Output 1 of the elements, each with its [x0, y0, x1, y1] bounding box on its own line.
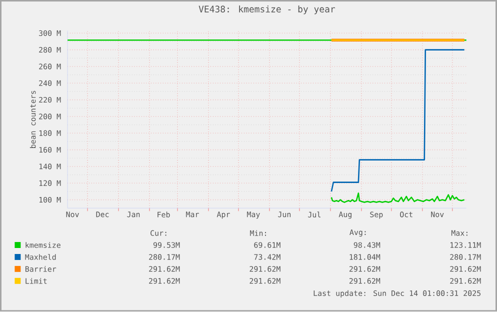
- chart-title: VE438: kmemsize - by year: [198, 6, 336, 14]
